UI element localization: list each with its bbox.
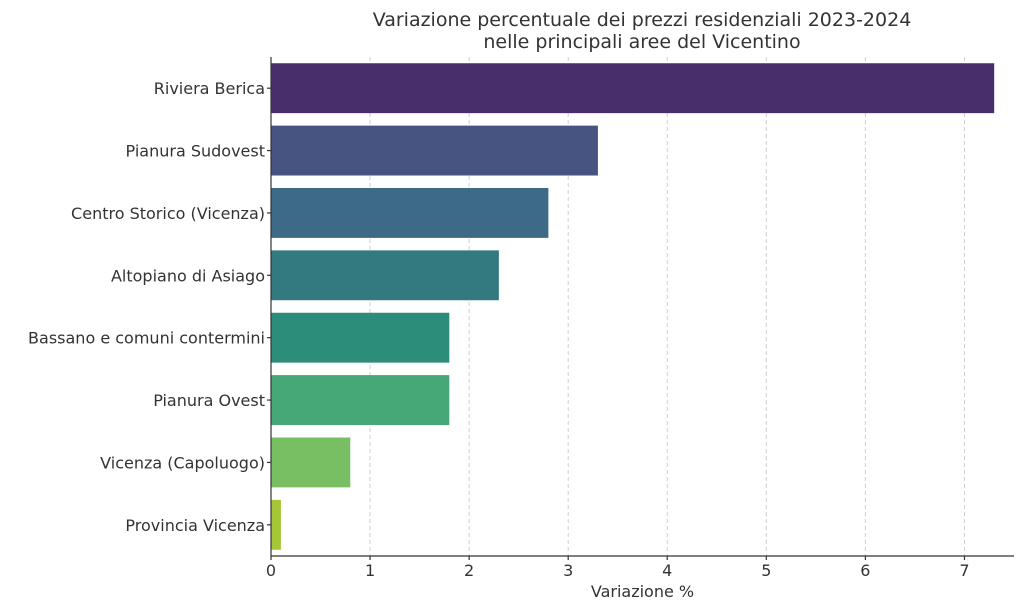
x-tick-label: 7 [959,561,969,580]
chart-title: Variazione percentuale dei prezzi reside… [373,9,912,53]
category-label: Provincia Vicenza [125,516,265,535]
bar-riviera-berica [271,63,995,114]
chart-title-line-2: nelle principali aree del Vicentino [483,31,800,53]
x-tick-label: 0 [266,561,276,580]
x-tick-label: 6 [860,561,870,580]
bars [271,63,995,550]
category-label: Vicenza (Capoluogo) [100,453,265,472]
bar-vicenza-capoluogo [271,437,351,488]
category-label: Centro Storico (Vicenza) [71,204,265,223]
x-tick-labels: 0 1 2 3 4 5 6 7 [266,556,970,580]
category-label: Riviera Berica [154,79,265,98]
x-tick-label: 1 [365,561,375,580]
bar-pianura-sudovest [271,125,598,176]
grid-lines [369,57,965,556]
x-tick-label: 4 [662,561,672,580]
bar-pianura-ovest [271,375,450,426]
category-label: Pianura Sudovest [126,142,265,161]
category-label: Bassano e comuni contermini [28,329,265,348]
x-tick-label: 5 [761,561,771,580]
bar-provincia-vicenza [271,499,281,550]
x-axis-label: Variazione % [591,582,694,601]
x-tick-label: 3 [563,561,573,580]
axes [267,57,1014,557]
category-labels: Riviera Berica Pianura Sudovest Centro Sto… [28,79,265,535]
bar-altopiano-di-asiago [271,250,499,301]
x-tick-label: 2 [464,561,474,580]
bar-bassano-e-comuni-contermini [271,312,450,363]
bar-centro-storico-vicenza [271,187,549,238]
category-label: Altopiano di Asiago [111,266,265,285]
category-label: Pianura Ovest [153,391,265,410]
chart-title-line-1: Variazione percentuale dei prezzi reside… [373,9,912,31]
